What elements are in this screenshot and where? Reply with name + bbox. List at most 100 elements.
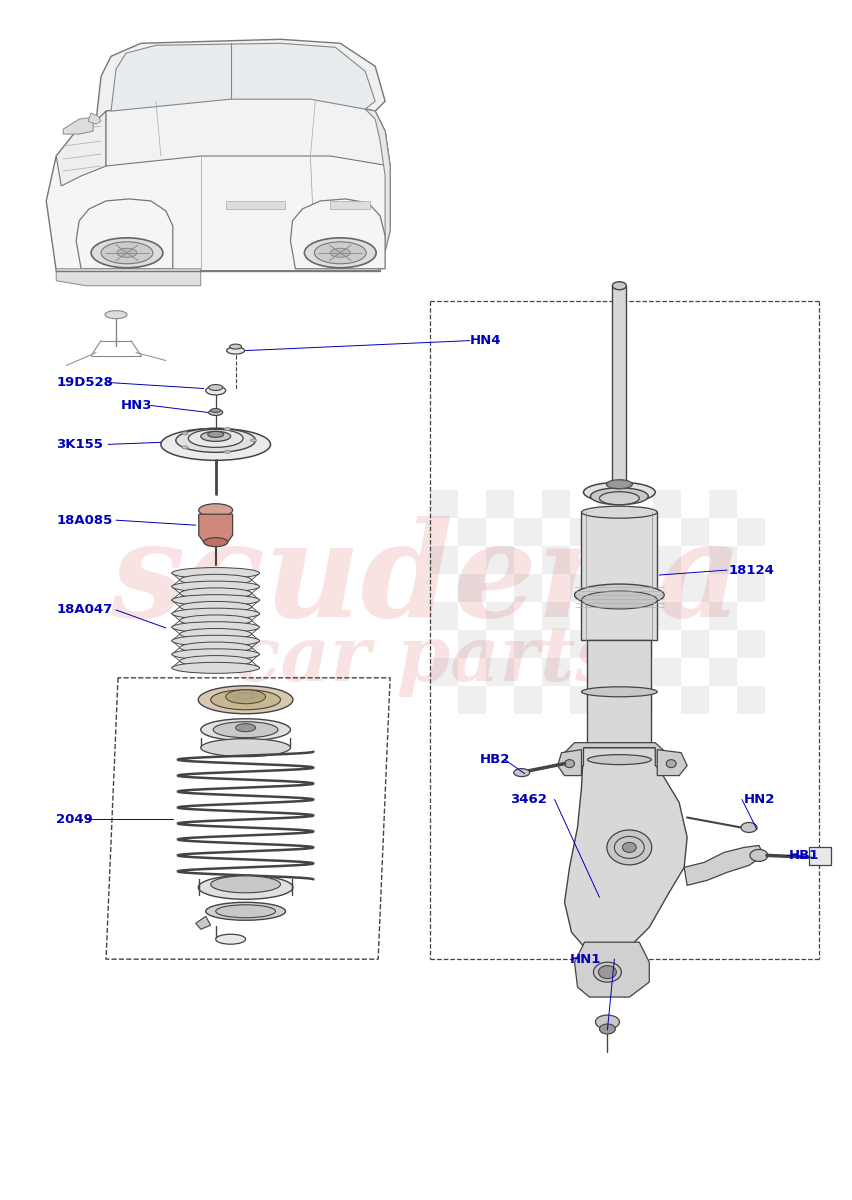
Ellipse shape (581, 592, 657, 608)
Bar (429, 546, 458, 574)
Bar (736, 686, 764, 714)
Ellipse shape (513, 769, 529, 776)
Polygon shape (557, 750, 581, 775)
Bar (458, 518, 486, 546)
Text: HN4: HN4 (469, 334, 501, 347)
Ellipse shape (181, 446, 187, 449)
Bar (708, 602, 736, 630)
Ellipse shape (213, 721, 278, 738)
Bar (541, 658, 569, 686)
Bar (541, 491, 569, 518)
Ellipse shape (171, 595, 259, 606)
Bar (513, 630, 541, 658)
Polygon shape (657, 750, 687, 775)
Bar (569, 630, 596, 658)
Bar (581, 512, 657, 640)
Ellipse shape (198, 875, 292, 899)
Bar (625, 686, 653, 714)
Text: scuderia: scuderia (110, 516, 741, 644)
Ellipse shape (216, 935, 245, 944)
Ellipse shape (209, 384, 222, 390)
Bar (513, 518, 541, 546)
Ellipse shape (208, 431, 223, 437)
Text: 18124: 18124 (728, 564, 774, 576)
Ellipse shape (622, 842, 636, 852)
Bar (596, 602, 625, 630)
Ellipse shape (583, 482, 654, 503)
Ellipse shape (593, 962, 620, 982)
Bar (612, 286, 625, 491)
Ellipse shape (117, 248, 137, 257)
Ellipse shape (101, 242, 153, 264)
Ellipse shape (180, 614, 251, 626)
Ellipse shape (180, 629, 251, 640)
Bar (596, 491, 625, 518)
Ellipse shape (209, 409, 222, 415)
Ellipse shape (176, 428, 256, 452)
Ellipse shape (613, 836, 643, 858)
Ellipse shape (180, 588, 251, 599)
Polygon shape (56, 112, 106, 186)
Bar (653, 491, 681, 518)
Polygon shape (111, 43, 375, 112)
Ellipse shape (200, 739, 290, 757)
Text: HN3: HN3 (121, 398, 153, 412)
Bar (708, 658, 736, 686)
Ellipse shape (595, 1015, 619, 1030)
Bar (569, 574, 596, 602)
Text: car parts: car parts (233, 623, 618, 697)
Text: 18A085: 18A085 (56, 514, 112, 527)
Polygon shape (564, 748, 687, 952)
Ellipse shape (590, 487, 648, 505)
Ellipse shape (235, 724, 256, 732)
Bar (541, 546, 569, 574)
Ellipse shape (574, 584, 664, 606)
Bar (653, 658, 681, 686)
Ellipse shape (105, 311, 127, 319)
Ellipse shape (210, 876, 280, 893)
Bar (625, 630, 653, 658)
Text: 3K155: 3K155 (56, 438, 103, 451)
Ellipse shape (598, 966, 616, 979)
Polygon shape (199, 514, 233, 542)
Ellipse shape (180, 575, 251, 586)
Ellipse shape (564, 760, 574, 768)
Polygon shape (106, 96, 389, 166)
Ellipse shape (210, 408, 221, 413)
Polygon shape (96, 40, 385, 121)
Bar (625, 518, 653, 546)
Ellipse shape (250, 439, 256, 442)
Bar (458, 574, 486, 602)
Text: 18A047: 18A047 (56, 604, 112, 617)
Bar (653, 602, 681, 630)
Ellipse shape (599, 492, 638, 505)
Ellipse shape (607, 830, 651, 865)
Polygon shape (76, 199, 173, 269)
Ellipse shape (227, 347, 245, 354)
Bar (587, 640, 651, 760)
Ellipse shape (224, 450, 230, 454)
Text: HB1: HB1 (788, 848, 818, 862)
Text: HN1: HN1 (569, 953, 600, 966)
Ellipse shape (224, 427, 230, 431)
Bar (708, 546, 736, 574)
Ellipse shape (200, 431, 230, 442)
Ellipse shape (599, 1024, 614, 1034)
Ellipse shape (749, 850, 767, 862)
Ellipse shape (171, 568, 259, 578)
Bar (708, 491, 736, 518)
Bar (486, 491, 513, 518)
Ellipse shape (587, 755, 651, 764)
Ellipse shape (216, 905, 275, 918)
Ellipse shape (200, 719, 290, 740)
Bar (458, 630, 486, 658)
Bar (681, 686, 708, 714)
Bar (569, 686, 596, 714)
Bar (429, 491, 458, 518)
Ellipse shape (665, 760, 676, 768)
Text: 19D528: 19D528 (56, 376, 113, 389)
Ellipse shape (188, 430, 243, 448)
Polygon shape (290, 199, 385, 269)
Polygon shape (365, 109, 389, 271)
Bar (736, 518, 764, 546)
